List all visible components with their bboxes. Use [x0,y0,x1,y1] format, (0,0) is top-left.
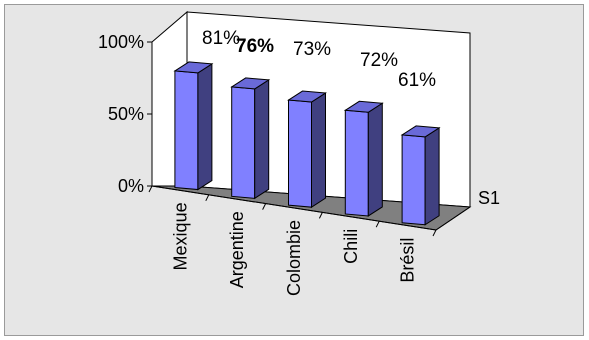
bar-side [197,62,213,191]
bar-top [230,77,271,90]
x-tick-label: Argentine [227,211,247,288]
depth-axis [435,206,471,231]
x-tick-mark [148,185,153,193]
bar-top [173,61,214,74]
x-tick-label: Mexique [170,202,190,270]
data-label: 81% [202,28,240,49]
x-tick-label: Chili [341,229,361,264]
bar-top [286,90,328,103]
data-label: 76% [236,36,274,57]
x-tick-label: Colombie [284,220,304,296]
bar-front [174,70,199,191]
x-tick-label: Brésil [398,238,418,283]
data-label: 73% [293,39,331,60]
y-tick-label: 0% [118,176,144,196]
bar [173,61,214,191]
x-axis [151,185,437,231]
bar [286,90,328,209]
bar [400,125,441,226]
data-label: 72% [360,50,398,71]
bar-front [231,86,256,199]
bar-side [367,102,383,217]
x-tick-mark [432,229,437,237]
bar [230,77,271,200]
x-tick-mark [262,203,267,210]
bar-side [311,92,326,209]
y-tick-label: 50% [108,104,144,124]
y-tick-label: 100% [98,32,144,52]
depth-axis-label: S1 [478,188,500,208]
x-tick-mark [318,212,323,219]
bar [343,100,384,217]
data-label: 61% [398,70,436,91]
bar-side [254,78,270,200]
x-tick-mark [375,220,380,228]
bar-top [343,100,384,113]
x-tick-mark [205,194,210,202]
bar-front [344,109,369,217]
bar-top [400,125,441,138]
bar-front [401,134,426,226]
bar-front [288,99,312,208]
bar-side [424,126,440,226]
